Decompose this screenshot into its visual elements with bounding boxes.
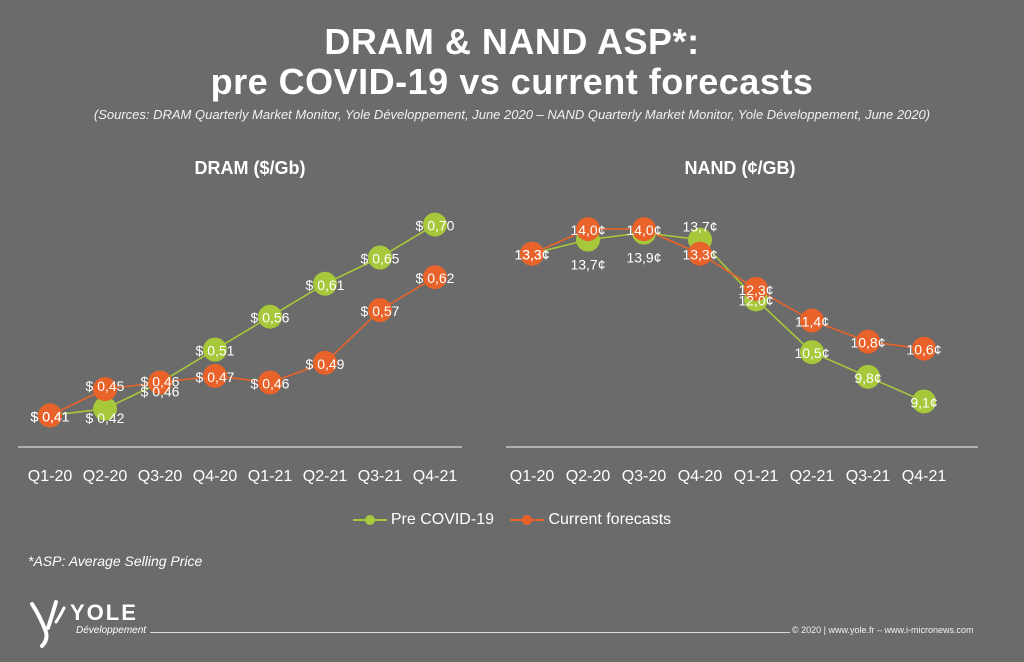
legend-swatch-pre-covid	[352, 514, 387, 526]
dram-point-pre-covid-4	[258, 304, 282, 329]
nand-data-label-pre-covid-3: 13,7¢	[682, 219, 717, 235]
dram-tick-label-2: Q3-20	[138, 468, 183, 485]
nand-tick-label-1: Q2-20	[566, 468, 611, 485]
yole-logo-name: YOLE	[70, 600, 138, 625]
nand-data-label-current-7: 10,6¢	[906, 342, 941, 358]
footer-copyright: © 2020 | www.yole.fr – www.i-micronews.c…	[792, 625, 974, 635]
dram-data-label-current-6: $ 0,57	[361, 303, 400, 319]
dram-data-label-pre-covid-7: $ 0,70	[416, 218, 455, 234]
nand-point-current-2	[632, 217, 656, 242]
nand-data-label-pre-covid-6: 9,8¢	[854, 370, 881, 386]
dram-point-pre-covid-7	[423, 212, 447, 237]
dram-tick-label-1: Q2-20	[83, 468, 128, 485]
yole-logo: YOLE Développement	[26, 598, 156, 648]
yole-logo-sub: Développement	[76, 625, 147, 636]
footnote: *ASP: Average Selling Price	[28, 553, 203, 569]
dram-data-label-current-3: $ 0,47	[196, 369, 235, 385]
dram-point-current-2	[148, 370, 172, 395]
dram-data-label-current-0: $ 0,41	[31, 408, 70, 424]
yole-logo-icon	[30, 600, 66, 648]
dram-tick-label-4: Q1-21	[248, 468, 293, 485]
dram-data-label-pre-covid-2: $ 0,46	[141, 384, 180, 400]
dram-point-current-5	[313, 350, 337, 375]
nand-data-label-pre-covid-0: 13,3¢	[514, 247, 549, 263]
nand-data-label-current-5: 11,4¢	[795, 314, 829, 330]
dram-data-label-current-2: $ 0,46	[141, 374, 180, 390]
dram-tick-label-7: Q4-21	[413, 468, 458, 485]
dram-tick-label-3: Q4-20	[193, 468, 238, 485]
dram-point-current-7	[423, 265, 447, 290]
nand-data-label-pre-covid-1: 13,7¢	[570, 257, 605, 273]
nand-data-label-current-0: 13,3¢	[514, 247, 549, 263]
dram-data-label-current-4: $ 0,46	[251, 376, 290, 392]
nand-point-pre-covid-5	[800, 340, 824, 365]
nand-point-pre-covid-6	[856, 364, 880, 389]
nand-point-current-1	[576, 217, 600, 242]
nand-point-current-6	[856, 329, 880, 354]
dram-point-pre-covid-5	[313, 271, 337, 296]
nand-data-label-current-6: 10,8¢	[850, 335, 885, 351]
nand-tick-label-2: Q3-20	[622, 468, 667, 485]
legend-label-pre-covid: Pre COVID-19	[390, 511, 494, 528]
dram-point-current-0	[38, 403, 62, 428]
nand-tick-label-3: Q4-20	[678, 468, 723, 485]
dram-data-label-pre-covid-4: $ 0,56	[251, 310, 290, 326]
dram-point-pre-covid-6	[368, 245, 392, 270]
nand-data-label-pre-covid-4: 12,0¢	[738, 292, 773, 308]
nand-point-current-5	[800, 308, 824, 333]
nand-point-current-7	[912, 336, 936, 361]
dram-data-label-pre-covid-3: $ 0,51	[196, 343, 235, 359]
nand-data-label-current-3: 13,3¢	[682, 247, 717, 263]
nand-data-label-current-1: 14,0¢	[570, 222, 605, 238]
sources-note: (Sources: DRAM Quarterly Market Monitor,…	[93, 107, 931, 122]
dram-tick-label-6: Q3-21	[358, 468, 403, 485]
dram-data-label-pre-covid-6: $ 0,65	[361, 250, 400, 266]
nand-point-pre-covid-7	[912, 389, 936, 414]
nand-data-label-pre-covid-5: 10,5¢	[794, 345, 829, 361]
footer-divider	[150, 632, 790, 633]
dram-data-label-current-1: $ 0,45	[86, 378, 125, 394]
nand-tick-label-0: Q1-20	[510, 468, 555, 485]
nand-data-label-pre-covid-2: 13,9¢	[626, 250, 661, 266]
dram-point-pre-covid-1	[93, 396, 117, 421]
dram-tick-label-5: Q2-21	[303, 468, 348, 485]
legend-item-pre-covid: Pre COVID-19	[352, 511, 494, 529]
nand-point-current-4	[744, 276, 768, 301]
nand-tick-label-5: Q2-21	[790, 468, 835, 485]
nand-tick-label-6: Q3-21	[846, 468, 891, 485]
dram-point-current-3	[203, 363, 227, 388]
legend-swatch-current	[510, 514, 545, 526]
nand-data-label-pre-covid-7: 9,1¢	[910, 394, 937, 410]
legend-item-current: Current forecasts	[510, 511, 671, 529]
nand-data-label-current-2: 14,0¢	[626, 222, 661, 238]
legend-label-current: Current forecasts	[548, 511, 672, 528]
legend: Pre COVID-19 Current forecasts	[0, 511, 1024, 531]
dram-data-label-pre-covid-0: $ 0,41	[31, 408, 70, 424]
dram-point-pre-covid-3	[203, 337, 227, 362]
nand-data-label-current-4: 12,3¢	[738, 282, 773, 298]
dram-tick-label-0: Q1-20	[28, 468, 73, 485]
dram-data-label-pre-covid-1: $ 0,42	[86, 410, 125, 426]
chart-title-line1: DRAM & NAND ASP*:	[324, 21, 700, 62]
nand-tick-label-4: Q1-21	[734, 468, 779, 485]
dram-point-current-1	[93, 377, 117, 402]
dram-data-label-pre-covid-5: $ 0,61	[306, 277, 345, 293]
dram-point-current-4	[258, 370, 282, 395]
dram-point-current-6	[368, 298, 392, 323]
dram-data-label-current-5: $ 0,49	[306, 356, 345, 372]
nand-tick-label-7: Q4-21	[902, 468, 947, 485]
nand-point-current-3	[688, 241, 712, 266]
dram-data-label-current-7: $ 0,62	[416, 270, 455, 286]
nand-chart-title: NAND (¢/GB)	[684, 158, 796, 178]
dram-chart-title: DRAM ($/Gb)	[194, 158, 306, 178]
chart-title-line2: pre COVID-19 vs current forecasts	[210, 61, 814, 102]
nand-point-current-0	[520, 241, 544, 266]
